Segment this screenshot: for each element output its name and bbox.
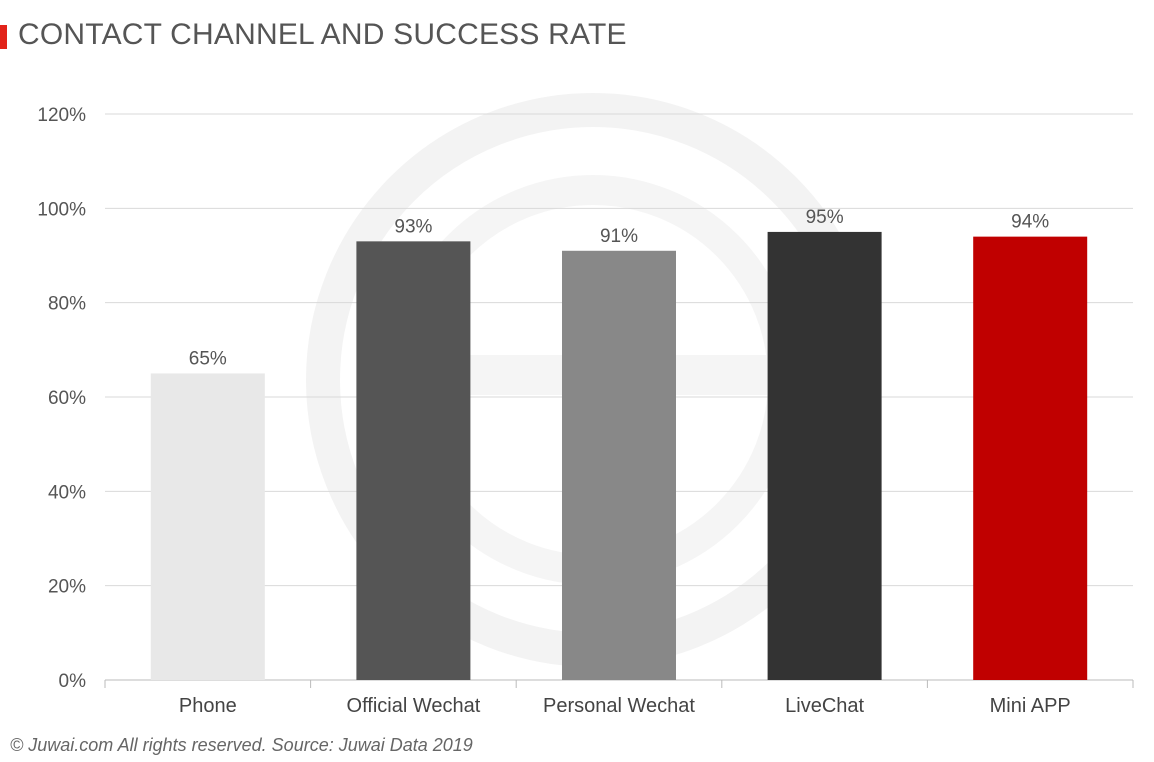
data-label: 91%	[600, 226, 638, 247]
y-tick-label: 0%	[59, 671, 87, 692]
copyright-footer: © Juwai.com All rights reserved. Source:…	[10, 735, 473, 755]
y-tick-label: 40%	[48, 482, 86, 503]
bars	[150, 231, 1088, 681]
bar	[973, 236, 1088, 680]
y-axis-ticks: 0% 20% 40% 60% 80% 100% 120%	[37, 105, 86, 692]
data-labels: 65% 93% 91% 95% 94%	[189, 207, 1050, 369]
y-tick-label: 80%	[48, 294, 86, 315]
bar	[150, 373, 265, 680]
bar	[356, 241, 471, 680]
title-accent-bar	[0, 25, 7, 49]
x-axis: Phone Official Wechat Personal Wechat LiveC…	[104, 680, 1134, 717]
data-label: 95%	[806, 207, 844, 228]
x-category-label: LiveChat	[785, 695, 864, 717]
data-label: 65%	[189, 348, 227, 369]
data-label: 93%	[394, 216, 432, 237]
x-category-label: Official Wechat	[347, 695, 481, 717]
x-category-label: Mini APP	[990, 695, 1071, 717]
bar	[767, 231, 882, 680]
y-tick-label: 60%	[48, 388, 86, 409]
bar	[562, 250, 676, 681]
y-tick-label: 120%	[37, 105, 86, 126]
data-label: 94%	[1011, 212, 1049, 233]
chart-title: CONTACT CHANNEL AND SUCCESS RATE	[18, 18, 627, 51]
y-tick-label: 100%	[37, 199, 86, 220]
y-tick-label: 20%	[48, 577, 86, 598]
x-category-label: Phone	[179, 695, 237, 717]
x-category-label: Personal Wechat	[543, 695, 695, 717]
